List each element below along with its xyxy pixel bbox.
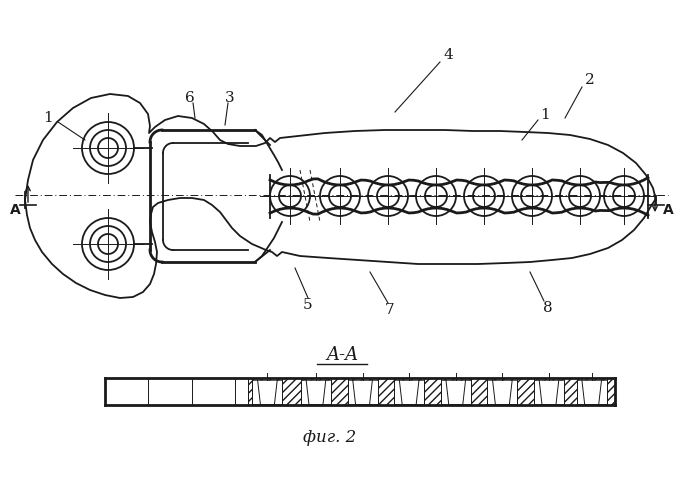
Bar — [301, 380, 331, 404]
Bar — [252, 380, 282, 404]
Text: 2: 2 — [585, 73, 595, 87]
Bar — [488, 380, 517, 404]
Text: 1: 1 — [43, 111, 53, 125]
Text: фиг. 2: фиг. 2 — [304, 430, 356, 446]
Bar — [534, 380, 564, 404]
Bar — [577, 380, 607, 404]
Text: 4: 4 — [443, 48, 453, 62]
Text: A: A — [663, 203, 673, 217]
Bar — [394, 380, 424, 404]
Text: 7: 7 — [385, 303, 395, 317]
Text: 6: 6 — [185, 91, 195, 105]
Text: 5: 5 — [303, 298, 313, 312]
Text: A-A: A-A — [326, 346, 358, 364]
Text: 1: 1 — [540, 108, 550, 122]
Bar — [248, 378, 615, 405]
Text: A: A — [10, 203, 21, 217]
Text: 3: 3 — [225, 91, 235, 105]
Text: 8: 8 — [543, 301, 553, 315]
Bar — [440, 380, 471, 404]
Bar — [347, 380, 378, 404]
